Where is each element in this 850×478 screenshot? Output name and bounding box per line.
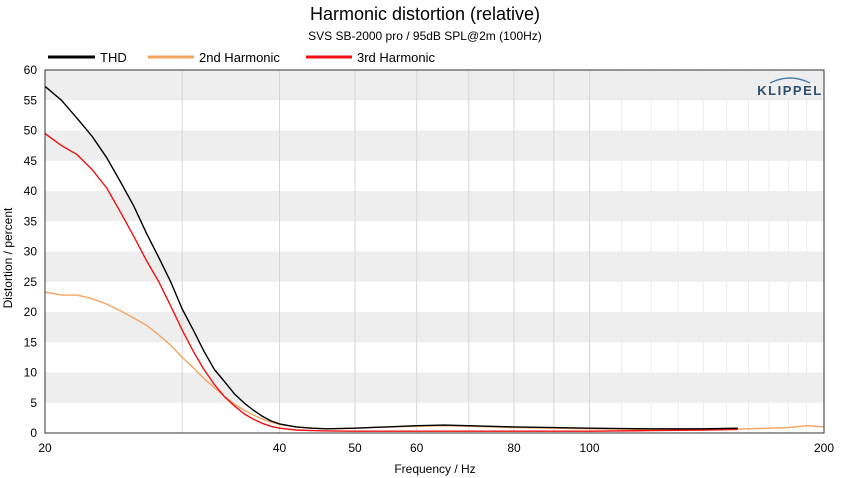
x-tick-label: 40 (273, 441, 287, 455)
klippel-logo-arc (769, 77, 811, 84)
grid-band (45, 130, 824, 161)
y-tick-label: 40 (24, 184, 38, 198)
grid-band (45, 372, 824, 403)
grid-band (45, 281, 824, 312)
y-tick-label: 45 (24, 154, 38, 168)
y-tick-label: 0 (30, 426, 37, 440)
y-tick-label: 60 (24, 63, 38, 77)
x-tick-label: 50 (348, 441, 362, 455)
x-tick-label: 100 (579, 441, 599, 455)
y-tick-label: 20 (24, 305, 38, 319)
y-tick-label: 35 (24, 214, 38, 228)
grid-band (45, 402, 824, 433)
grid-band (45, 160, 824, 191)
legend-label-thd: THD (100, 50, 127, 65)
y-tick-label: 5 (30, 396, 37, 410)
x-tick-label: 60 (410, 441, 424, 455)
grid-band (45, 342, 824, 373)
legend: THD 2nd Harmonic 3rd Harmonic (48, 50, 436, 65)
x-tick-label: 20 (38, 441, 52, 455)
x-tick-label: 80 (507, 441, 521, 455)
klippel-logo-text: KLIPPEL (757, 83, 822, 98)
legend-label-3rd-harmonic: 3rd Harmonic (357, 50, 436, 65)
y-tick-label: 25 (24, 275, 38, 289)
chart-title: Harmonic distortion (relative) (310, 4, 540, 24)
grid-band (45, 251, 824, 282)
series-line-thd (44, 85, 738, 430)
grid-lines (44, 70, 825, 433)
legend-label-2nd-harmonic: 2nd Harmonic (199, 50, 280, 65)
y-tick-label: 10 (24, 366, 38, 380)
grid-band (45, 191, 824, 222)
grid-band (45, 100, 824, 131)
x-axis-label: Frequency / Hz (394, 462, 475, 476)
series-lines (44, 85, 825, 432)
y-axis-label: Distortion / percent (1, 207, 15, 308)
grid-band (45, 221, 824, 252)
y-axis-ticks: 0 5 10 15 20 25 30 35 40 45 50 55 60 (24, 63, 38, 440)
grid-band (45, 312, 824, 343)
y-tick-label: 15 (24, 335, 38, 349)
y-tick-label: 50 (24, 124, 38, 138)
y-tick-label: 55 (24, 93, 38, 107)
klippel-logo: KLIPPEL (757, 77, 822, 98)
x-axis-ticks: 20 40 50 60 80 100 200 (38, 441, 834, 455)
x-tick-label: 200 (814, 441, 834, 455)
series-line-3rd-harmonic (44, 132, 738, 432)
plot-background (45, 70, 824, 433)
chart-subtitle: SVS SB-2000 pro / 95dB SPL@2m (100Hz) (308, 29, 542, 43)
grid-band (45, 70, 824, 101)
plot-frame (44, 69, 825, 434)
y-tick-label: 30 (24, 245, 38, 259)
